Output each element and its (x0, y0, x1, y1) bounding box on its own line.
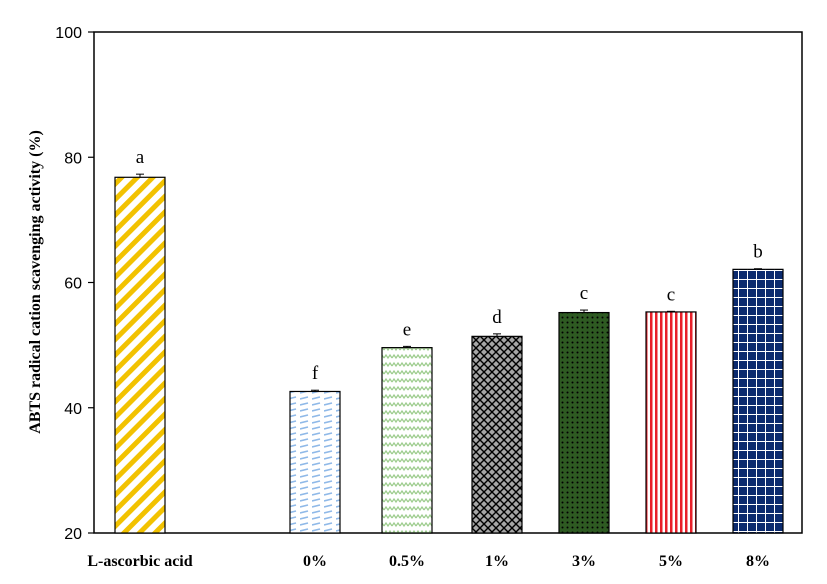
x-category-label: 0% (303, 553, 327, 570)
bar (471, 335, 523, 534)
bar (645, 311, 697, 534)
significance-letter: f (312, 363, 319, 384)
significance-letter: e (403, 319, 411, 340)
bar (381, 347, 433, 534)
significance-letter: c (667, 284, 675, 305)
y-tick-label: 80 (64, 150, 82, 167)
bar (289, 390, 341, 534)
significance-letter: b (753, 242, 763, 263)
y-axis-title: ABTS radical cation scavenging activity … (27, 130, 44, 434)
x-category-label: L-ascorbic acid (87, 553, 192, 570)
y-tick-label: 100 (55, 25, 82, 42)
bar (732, 268, 784, 534)
y-tick-label: 40 (64, 401, 82, 418)
significance-letter: a (136, 147, 145, 168)
x-axis: L-ascorbic acid 0% 0.5% 1% 3% 5% 8% (87, 553, 770, 570)
x-category-label: 1% (485, 553, 509, 570)
x-category-label: 0.5% (389, 553, 425, 570)
y-axis: 20 40 60 80 100 (55, 25, 94, 543)
significance-letter: c (580, 283, 588, 304)
bar-series: a f e d c c b (114, 147, 784, 534)
y-tick-label: 20 (64, 526, 82, 543)
x-category-label: 3% (572, 553, 596, 570)
y-tick-label: 60 (64, 276, 82, 293)
x-category-label: 5% (659, 553, 683, 570)
bar (558, 311, 610, 534)
x-category-label: 8% (746, 553, 770, 570)
bar (114, 176, 166, 534)
significance-letter: d (492, 307, 502, 328)
